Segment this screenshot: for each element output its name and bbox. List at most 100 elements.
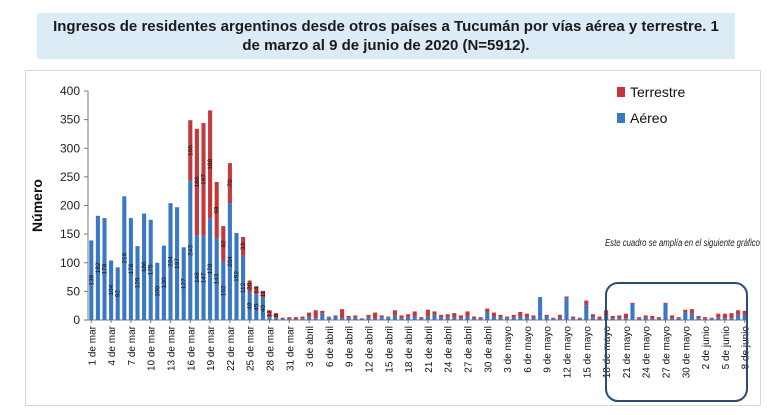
data-label-aereo: 243 <box>187 245 194 256</box>
bar-terrestre <box>333 315 338 317</box>
data-label-terrestre: 8 <box>273 313 280 317</box>
bar-terrestre <box>524 313 529 318</box>
x-tick-label: 18 de mayo <box>602 326 613 379</box>
bar-aereo <box>650 318 655 320</box>
bar-terrestre <box>531 315 536 318</box>
bar-aereo <box>293 319 298 320</box>
data-label-aereo: 197 <box>174 258 181 269</box>
bar-aereo <box>287 318 292 320</box>
bar-terrestre <box>709 317 714 319</box>
data-label-aereo: 49 <box>247 302 254 310</box>
data-label-terrestre: 33 <box>240 242 247 250</box>
bar-aereo <box>498 317 503 320</box>
bar-terrestre <box>452 313 457 318</box>
data-label-aereo: 112 <box>240 282 247 293</box>
x-tick-label: 1 de mar <box>87 325 98 365</box>
data-label-aereo: 182 <box>95 262 102 273</box>
bar-aereo <box>637 318 642 320</box>
x-tick-label: 30 de abril <box>483 326 494 373</box>
y-axis-title: Número <box>29 179 45 232</box>
data-label-terrestre: 70 <box>227 179 234 187</box>
y-tick-label: 400 <box>60 84 80 98</box>
bar-terrestre <box>340 309 345 319</box>
data-label-terrestre: 197 <box>201 174 208 185</box>
bar-terrestre <box>359 318 364 319</box>
bar-terrestre <box>722 313 727 319</box>
bar-aereo <box>577 318 582 320</box>
bar-terrestre <box>293 317 298 320</box>
bar-aereo <box>89 240 94 320</box>
bar-aereo <box>472 318 477 320</box>
data-label-aereo: 148 <box>194 272 201 283</box>
bar-aereo <box>175 207 180 320</box>
bar-aereo <box>511 317 516 320</box>
bar-aereo <box>307 317 312 320</box>
x-tick-label: 6 de abril <box>325 326 336 367</box>
bar-aereo <box>340 318 345 320</box>
data-label-terrestre: 188 <box>207 158 214 169</box>
bar-terrestre <box>392 310 397 316</box>
bar-terrestre <box>267 310 272 318</box>
bar-aereo <box>419 318 424 320</box>
bar-aereo <box>359 318 364 320</box>
bar-terrestre <box>227 163 232 204</box>
bar-aereo <box>439 317 444 320</box>
data-label-terrestre: 12 <box>267 310 274 318</box>
bar-terrestre <box>630 302 635 304</box>
bar-terrestre <box>610 315 615 319</box>
bar-terrestre <box>623 313 628 319</box>
data-label-terrestre: 11 <box>260 290 267 297</box>
bar-aereo <box>452 317 457 320</box>
bar-terrestre <box>656 317 661 319</box>
x-tick-label: 12 de abril <box>365 326 376 373</box>
y-tick-label: 250 <box>60 170 80 184</box>
bar-aereo <box>102 218 107 320</box>
data-label-aereo: 92 <box>115 290 122 298</box>
x-tick-label: 4 de mar <box>107 325 118 365</box>
data-label-aereo: 186 <box>141 261 148 272</box>
bar-aereo <box>425 316 430 320</box>
bar-terrestre <box>280 317 285 319</box>
bar-terrestre <box>194 128 199 236</box>
bar-aereo <box>729 318 734 320</box>
bar-terrestre <box>320 310 325 314</box>
data-label-aereo: 175 <box>148 264 155 275</box>
data-label-terrestre: 98 <box>214 206 221 214</box>
bar-aereo <box>643 317 648 320</box>
bar-aereo <box>142 213 147 320</box>
y-tick-label: 50 <box>67 284 81 298</box>
bar-terrestre <box>729 313 734 319</box>
data-label-aereo: 147 <box>201 272 208 283</box>
bar-aereo <box>214 238 219 320</box>
bar-aereo <box>590 317 595 320</box>
bar-aereo <box>531 317 536 320</box>
data-label-aereo: 129 <box>135 277 142 288</box>
x-tick-label: 27 de abril <box>464 326 475 373</box>
bar-terrestre <box>511 314 516 318</box>
x-tick-label: 10 de mar <box>147 325 158 371</box>
bar-aereo <box>597 318 602 320</box>
x-tick-label: 21 de abril <box>424 326 435 373</box>
bar-aereo <box>399 318 404 320</box>
bar-terrestre <box>300 316 305 319</box>
chart-frame <box>25 70 761 406</box>
x-tick-label: 28 de mar <box>266 325 277 371</box>
bar-terrestre <box>551 317 556 319</box>
data-label-aereo: 178 <box>128 263 135 274</box>
bar-aereo <box>676 318 681 320</box>
bar-terrestre <box>260 290 265 298</box>
bar-terrestre <box>188 120 193 181</box>
bar-aereo <box>221 261 226 320</box>
bar-terrestre <box>399 315 404 319</box>
bar-terrestre <box>419 317 424 319</box>
data-label-terrestre: 20 <box>247 282 254 290</box>
data-label-aereo: 178 <box>207 263 214 274</box>
bar-aereo <box>663 303 668 320</box>
bar-aereo <box>346 317 351 320</box>
bar-terrestre <box>696 315 701 319</box>
legend-swatch <box>617 87 625 97</box>
chart-title: Ingresos de residentes argentinos desde … <box>37 13 735 59</box>
bar-aereo <box>194 235 199 320</box>
bar-terrestre <box>353 315 358 318</box>
